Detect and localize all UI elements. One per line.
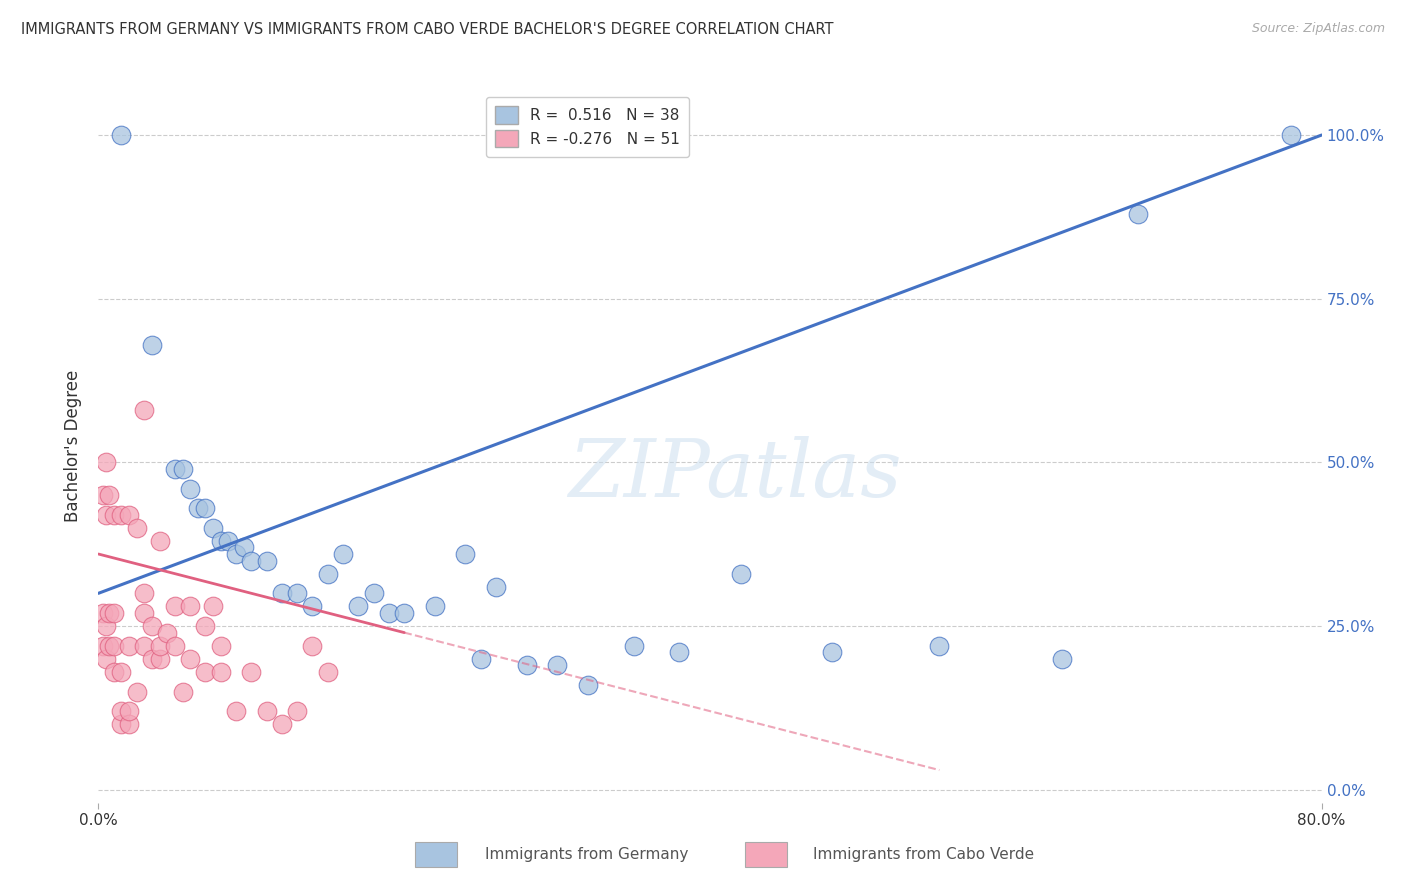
- Point: [103, 508, 125, 522]
- Point: [821, 645, 844, 659]
- Point: [110, 128, 132, 142]
- Point: [668, 645, 690, 659]
- Point: [98, 606, 121, 620]
- Point: [94, 508, 117, 522]
- Point: [225, 704, 247, 718]
- Text: Immigrants from Germany: Immigrants from Germany: [485, 847, 689, 862]
- Point: [392, 606, 416, 620]
- Point: [98, 639, 121, 653]
- Point: [730, 566, 752, 581]
- Point: [110, 665, 132, 679]
- Point: [240, 553, 263, 567]
- Point: [110, 704, 132, 718]
- Point: [134, 639, 156, 653]
- Point: [454, 547, 477, 561]
- Point: [202, 599, 225, 614]
- Point: [172, 462, 194, 476]
- Point: [285, 704, 308, 718]
- Point: [103, 665, 125, 679]
- Text: Source: ZipAtlas.com: Source: ZipAtlas.com: [1251, 22, 1385, 36]
- Point: [363, 586, 385, 600]
- Point: [163, 599, 186, 614]
- Point: [118, 508, 141, 522]
- Point: [103, 606, 125, 620]
- Legend: R =  0.516   N = 38, R = -0.276   N = 51: R = 0.516 N = 38, R = -0.276 N = 51: [486, 97, 689, 157]
- Point: [423, 599, 446, 614]
- Point: [94, 619, 117, 633]
- Point: [141, 337, 163, 351]
- Y-axis label: Bachelor's Degree: Bachelor's Degree: [65, 370, 83, 522]
- Point: [285, 586, 308, 600]
- Point: [1128, 206, 1150, 220]
- Point: [194, 665, 217, 679]
- Point: [163, 639, 186, 653]
- Point: [194, 619, 217, 633]
- Point: [347, 599, 370, 614]
- Point: [118, 704, 141, 718]
- Point: [516, 658, 538, 673]
- Point: [118, 717, 141, 731]
- Point: [118, 639, 141, 653]
- Point: [125, 684, 148, 698]
- Point: [209, 665, 232, 679]
- Point: [179, 482, 201, 496]
- Point: [232, 541, 254, 555]
- Text: ZIPatlas: ZIPatlas: [568, 436, 901, 513]
- Point: [103, 639, 125, 653]
- Point: [141, 652, 163, 666]
- Point: [149, 652, 172, 666]
- Point: [256, 704, 278, 718]
- Text: IMMIGRANTS FROM GERMANY VS IMMIGRANTS FROM CABO VERDE BACHELOR'S DEGREE CORRELAT: IMMIGRANTS FROM GERMANY VS IMMIGRANTS FR…: [21, 22, 834, 37]
- Point: [485, 580, 508, 594]
- Point: [202, 521, 225, 535]
- Point: [156, 625, 179, 640]
- Point: [240, 665, 263, 679]
- Point: [134, 403, 156, 417]
- Point: [270, 717, 294, 731]
- Point: [91, 606, 114, 620]
- Point: [91, 639, 114, 653]
- Point: [141, 619, 163, 633]
- Point: [1279, 128, 1302, 142]
- Point: [187, 501, 209, 516]
- Point: [179, 652, 201, 666]
- Point: [94, 455, 117, 469]
- Point: [316, 665, 339, 679]
- Point: [163, 462, 186, 476]
- Point: [110, 717, 132, 731]
- Text: Immigrants from Cabo Verde: Immigrants from Cabo Verde: [813, 847, 1033, 862]
- Point: [378, 606, 401, 620]
- Point: [110, 508, 132, 522]
- Point: [209, 639, 232, 653]
- Point: [134, 606, 156, 620]
- Point: [217, 533, 239, 548]
- Point: [1050, 652, 1073, 666]
- Point: [172, 684, 194, 698]
- Point: [225, 547, 247, 561]
- Point: [209, 533, 232, 548]
- Point: [301, 639, 323, 653]
- Point: [98, 488, 121, 502]
- Point: [94, 652, 117, 666]
- Point: [470, 652, 492, 666]
- Point: [134, 586, 156, 600]
- Point: [332, 547, 354, 561]
- Point: [149, 639, 172, 653]
- Point: [546, 658, 568, 673]
- Point: [179, 599, 201, 614]
- Point: [928, 639, 950, 653]
- Point: [149, 533, 172, 548]
- Point: [256, 553, 278, 567]
- Point: [91, 488, 114, 502]
- Point: [270, 586, 294, 600]
- Point: [194, 501, 217, 516]
- Point: [623, 639, 645, 653]
- Point: [125, 521, 148, 535]
- Point: [316, 566, 339, 581]
- Point: [576, 678, 599, 692]
- Point: [301, 599, 323, 614]
